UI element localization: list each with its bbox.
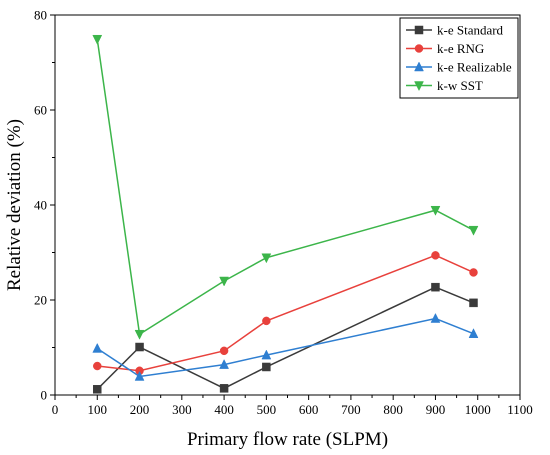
data-point [468,225,479,236]
y-tick-label: 80 [34,8,47,23]
data-point [262,316,271,326]
y-tick-label: 60 [34,103,47,118]
data-point [93,385,102,394]
legend-label: k-e Realizable [437,60,512,75]
data-point [135,342,144,352]
x-tick-label: 900 [426,402,446,417]
series-k-e-standard [93,282,478,394]
x-tick-label: 100 [88,402,108,417]
data-point [93,361,102,371]
legend-label: k-e Standard [437,23,504,38]
x-tick-label: 600 [299,402,319,417]
series-line [96,286,474,390]
legend-marker [414,81,424,92]
x-tick-label: 500 [257,402,277,417]
series-line [97,254,474,372]
y-axis-title: Relative deviation (%) [4,119,25,291]
data-point [219,359,229,369]
series-line [96,39,474,336]
series-layer [92,34,479,394]
data-point [92,342,103,353]
data-point [219,346,229,356]
legend-marker [414,61,424,72]
data-point [468,328,479,338]
data-point [92,34,103,45]
data-point [431,282,440,292]
legend-item: k-e Standard [406,23,504,38]
legend-label: k-e RNG [437,41,484,56]
x-tick-label: 1000 [465,402,491,417]
data-point [431,251,440,260]
y-tick-label: 0 [41,388,48,403]
data-point [219,276,229,287]
y-tick-label: 40 [34,198,47,213]
x-tick-label: 0 [52,402,59,417]
data-point [430,205,441,216]
x-tick-label: 800 [383,402,403,417]
x-tick-label: 200 [130,402,150,417]
series-k-e-realizable [92,312,479,381]
series-k-e-rng [93,251,478,376]
data-point [430,312,441,323]
x-tick-label: 1100 [507,402,533,417]
legend-item: k-w SST [406,78,483,93]
x-tick-label: 300 [172,402,192,417]
legend-marker [414,25,424,35]
x-axis: 0 100 200 300 400 500 600 700 800 900 1000 1100 [52,395,533,417]
series-k-w-sst [92,34,479,340]
legend-marker [414,44,424,53]
x-tick-label: 400 [214,402,234,417]
legend-item: k-e RNG [406,41,484,56]
data-point [469,268,478,277]
legend-label: k-w SST [437,78,483,93]
x-axis-title: Primary flow rate (SLPM) [187,429,388,450]
data-point [261,349,272,360]
legend: k-e Standard k-e RNG k-e Realizable k-w SST [399,17,519,99]
data-point [261,253,272,264]
data-point [469,298,478,308]
legend-item: k-e Realizable [406,60,512,75]
y-tick-label: 20 [34,293,47,308]
x-tick-label: 700 [341,402,361,417]
y-axis: 0 20 40 60 80 [34,8,55,403]
data-point [262,362,271,372]
data-point [134,329,145,340]
data-point [219,384,229,393]
data-point [134,370,145,381]
series-line [96,317,474,378]
